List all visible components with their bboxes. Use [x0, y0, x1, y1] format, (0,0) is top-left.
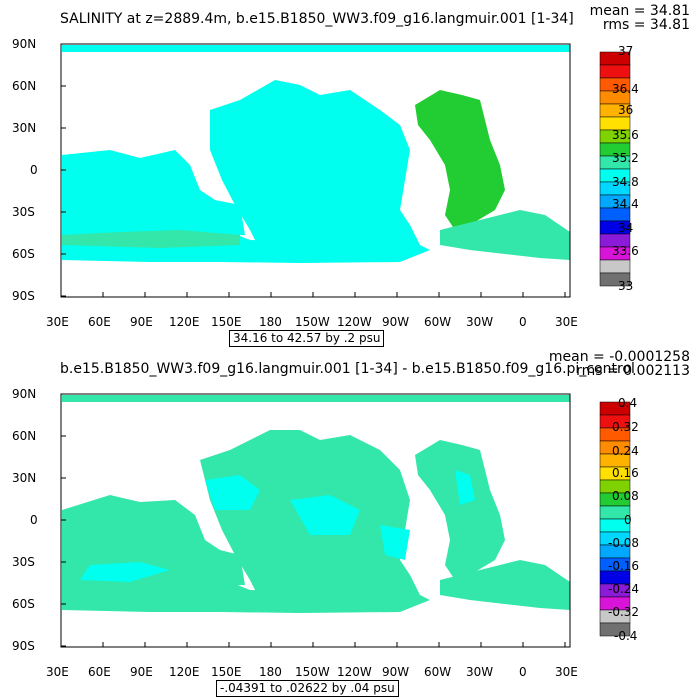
lat-label: 60N: [12, 429, 37, 443]
lon-label: 0: [519, 315, 527, 329]
lat-label: 30N: [12, 471, 37, 485]
lon-label: 90E: [130, 315, 153, 329]
lon-label: 30E: [46, 665, 69, 679]
lon-label: 150W: [295, 315, 330, 329]
rms-value: rms = 0.002113: [576, 363, 690, 379]
lat-label: 30N: [12, 121, 37, 135]
lon-label: 60E: [88, 315, 111, 329]
lon-label: 90W: [382, 315, 410, 329]
lat-label: 90N: [12, 387, 37, 401]
map-title: SALINITY at z=2889.4m, b.e15.B1850_WW3.f…: [60, 11, 574, 27]
colorbar-label: -0.4: [614, 629, 638, 643]
lon-label: 0: [519, 665, 527, 679]
colorbar-swatch: [599, 622, 631, 637]
diff-fills: [62, 395, 570, 613]
lon-ticks: [60, 642, 566, 647]
lat-ticks: [61, 43, 66, 297]
lat-label: 30S: [12, 205, 35, 219]
salinity-map-svg: [60, 43, 631, 298]
lon-label: 30E: [46, 315, 69, 329]
colorbar-1: [599, 51, 631, 287]
mean-value: mean = -0.0001258: [548, 349, 690, 365]
colorbar-label: -0.08: [608, 536, 640, 550]
colorbar-label: 0.24: [612, 444, 639, 458]
mean-value: mean = 34.81: [589, 3, 690, 19]
colorbar-label: 34.8: [612, 175, 639, 189]
colorbar-2: [599, 401, 631, 637]
colorbar-label: 34: [618, 221, 634, 235]
colorbar-swatch: [599, 272, 631, 287]
colorbar-swatch: [599, 64, 631, 79]
colorbar-label: 34.4: [612, 197, 639, 211]
colorbar-label: 0.08: [612, 489, 639, 503]
lon-label: 150W: [295, 665, 330, 679]
contour-range-box: -.04391 to .02622 by .04 psu: [216, 680, 399, 698]
colorbar-label: 33: [618, 279, 634, 293]
lat-label: 0: [30, 163, 38, 177]
lat-label: 0: [30, 513, 38, 527]
lon-label: 180: [259, 315, 282, 329]
lon-label: 30W: [466, 665, 494, 679]
colorbar-label: 0: [624, 513, 632, 527]
colorbar-label: 36.4: [612, 82, 639, 96]
colorbar-label: -0.24: [608, 582, 640, 596]
salinity-diff-map-svg: [60, 393, 631, 648]
lat-ticks: [61, 393, 66, 647]
lon-label: 120E: [169, 315, 200, 329]
colorbar-label: 0.32: [612, 420, 639, 434]
lon-label: 60E: [88, 665, 111, 679]
salinity-map-panel: SALINITY at z=2889.4m, b.e15.B1850_WW3.f…: [12, 3, 690, 348]
lon-label: 150E: [211, 665, 242, 679]
lon-label: 180: [259, 665, 282, 679]
colorbar-label: 0.16: [612, 466, 639, 480]
salinity-diff-map-panel: b.e15.B1850_WW3.f09_g16.langmuir.001 [1-…: [0, 350, 700, 700]
lon-label: 150E: [211, 315, 242, 329]
salinity-ocean-fills: [62, 45, 570, 263]
lat-label: 90S: [12, 289, 35, 303]
lat-label: 60S: [12, 597, 35, 611]
lon-label: 120E: [169, 665, 200, 679]
colorbar-swatch: [599, 259, 631, 274]
lon-label: 60W: [424, 315, 452, 329]
lon-label: 30W: [466, 315, 494, 329]
lon-label: 60W: [424, 665, 452, 679]
lon-label: 90W: [382, 665, 410, 679]
lat-label: 60S: [12, 247, 35, 261]
lon-label: 30E: [555, 315, 578, 329]
rms-value: rms = 34.81: [602, 17, 690, 33]
lon-ticks: [60, 292, 566, 297]
colorbar-label: 36: [618, 103, 634, 117]
lat-label: 90N: [12, 37, 37, 51]
lat-label: 90S: [12, 639, 35, 653]
colorbar-label: -0.16: [608, 559, 640, 573]
lon-label: 30E: [555, 665, 578, 679]
lat-label: 60N: [12, 79, 37, 93]
lat-label: 30S: [12, 555, 35, 569]
map-title: b.e15.B1850_WW3.f09_g16.langmuir.001 [1-…: [60, 361, 635, 377]
contour-range-box: 34.16 to 42.57 by .2 psu: [229, 330, 385, 348]
lon-label: 120W: [337, 315, 372, 329]
colorbar-label: 35.2: [612, 151, 639, 165]
colorbar-label: -0.32: [608, 605, 640, 619]
colorbar-label: 0.4: [618, 396, 638, 410]
lon-label: 90E: [130, 665, 153, 679]
lon-label: 120W: [337, 665, 372, 679]
colorbar-label: 35.6: [612, 128, 639, 142]
colorbar-label: 33.6: [612, 244, 639, 258]
colorbar-label: 37: [618, 44, 634, 58]
